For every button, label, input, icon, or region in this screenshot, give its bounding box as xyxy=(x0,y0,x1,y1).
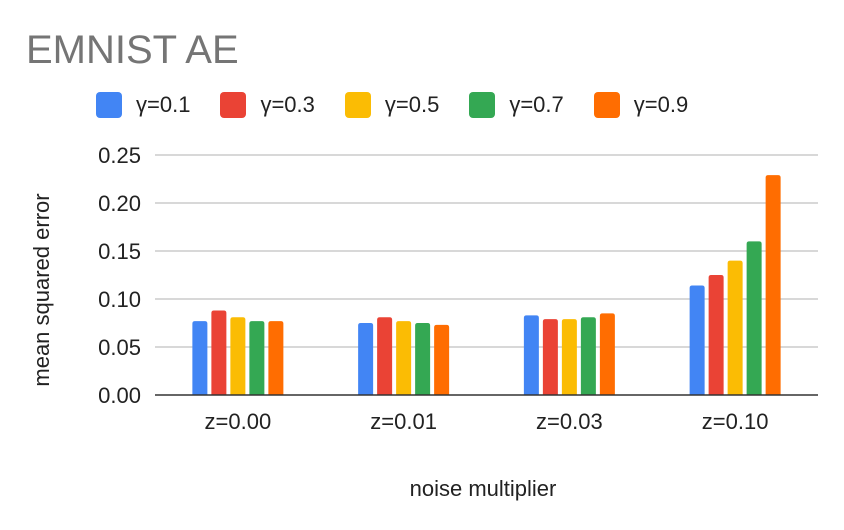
y-tick-label: 0.05 xyxy=(98,335,141,360)
y-tick-label: 0.10 xyxy=(98,287,141,312)
bar xyxy=(377,317,393,395)
x-tick-label: z=0.10 xyxy=(702,409,769,434)
bar xyxy=(561,319,577,395)
bar xyxy=(580,317,596,395)
x-axis-title: noise multiplier xyxy=(410,476,557,501)
bar xyxy=(542,319,558,395)
legend-swatch xyxy=(96,92,122,118)
bar xyxy=(396,321,412,395)
legend-swatch xyxy=(344,92,371,118)
bar xyxy=(192,321,208,395)
legend-label: γ=0.7 xyxy=(509,92,564,117)
legend-item: γ=0.5 xyxy=(344,92,440,118)
bar xyxy=(765,175,781,395)
legend-swatch xyxy=(593,92,620,118)
bar xyxy=(746,241,762,395)
x-tick-label: z=0.03 xyxy=(536,409,603,434)
bar xyxy=(358,323,374,395)
bar xyxy=(689,285,705,395)
legend-item: γ=0.1 xyxy=(96,92,190,118)
bar xyxy=(211,310,227,395)
y-axis-title: mean squared error xyxy=(29,193,54,386)
y-tick-label: 0.20 xyxy=(98,191,141,216)
bar xyxy=(249,321,265,395)
x-tick-label: z=0.00 xyxy=(205,409,272,434)
bar xyxy=(268,321,284,395)
legend-item: γ=0.3 xyxy=(220,92,315,118)
bar xyxy=(230,317,246,395)
chart-title: EMNIST AE xyxy=(26,28,239,72)
bar xyxy=(708,275,724,395)
y-tick-label: 0.25 xyxy=(98,143,141,168)
legend-label: γ=0.1 xyxy=(136,92,191,117)
legend-item: γ=0.9 xyxy=(593,92,689,118)
bar xyxy=(523,315,539,395)
bar xyxy=(599,313,615,395)
legend-item: γ=0.7 xyxy=(469,92,564,118)
bar xyxy=(434,324,450,395)
y-tick-label: 0.15 xyxy=(98,239,141,264)
x-tick-label: z=0.01 xyxy=(370,409,437,434)
legend: γ=0.1 γ=0.3 γ=0.5 γ=0.7 γ=0.9 xyxy=(96,92,718,118)
legend-label: γ=0.5 xyxy=(384,92,440,117)
legend-label: γ=0.9 xyxy=(633,92,689,117)
bar xyxy=(415,323,431,395)
legend-label: γ=0.3 xyxy=(260,92,315,117)
bar xyxy=(727,260,743,395)
y-tick-label: 0.00 xyxy=(98,383,141,408)
legend-swatch xyxy=(220,92,247,118)
legend-swatch xyxy=(469,92,496,118)
